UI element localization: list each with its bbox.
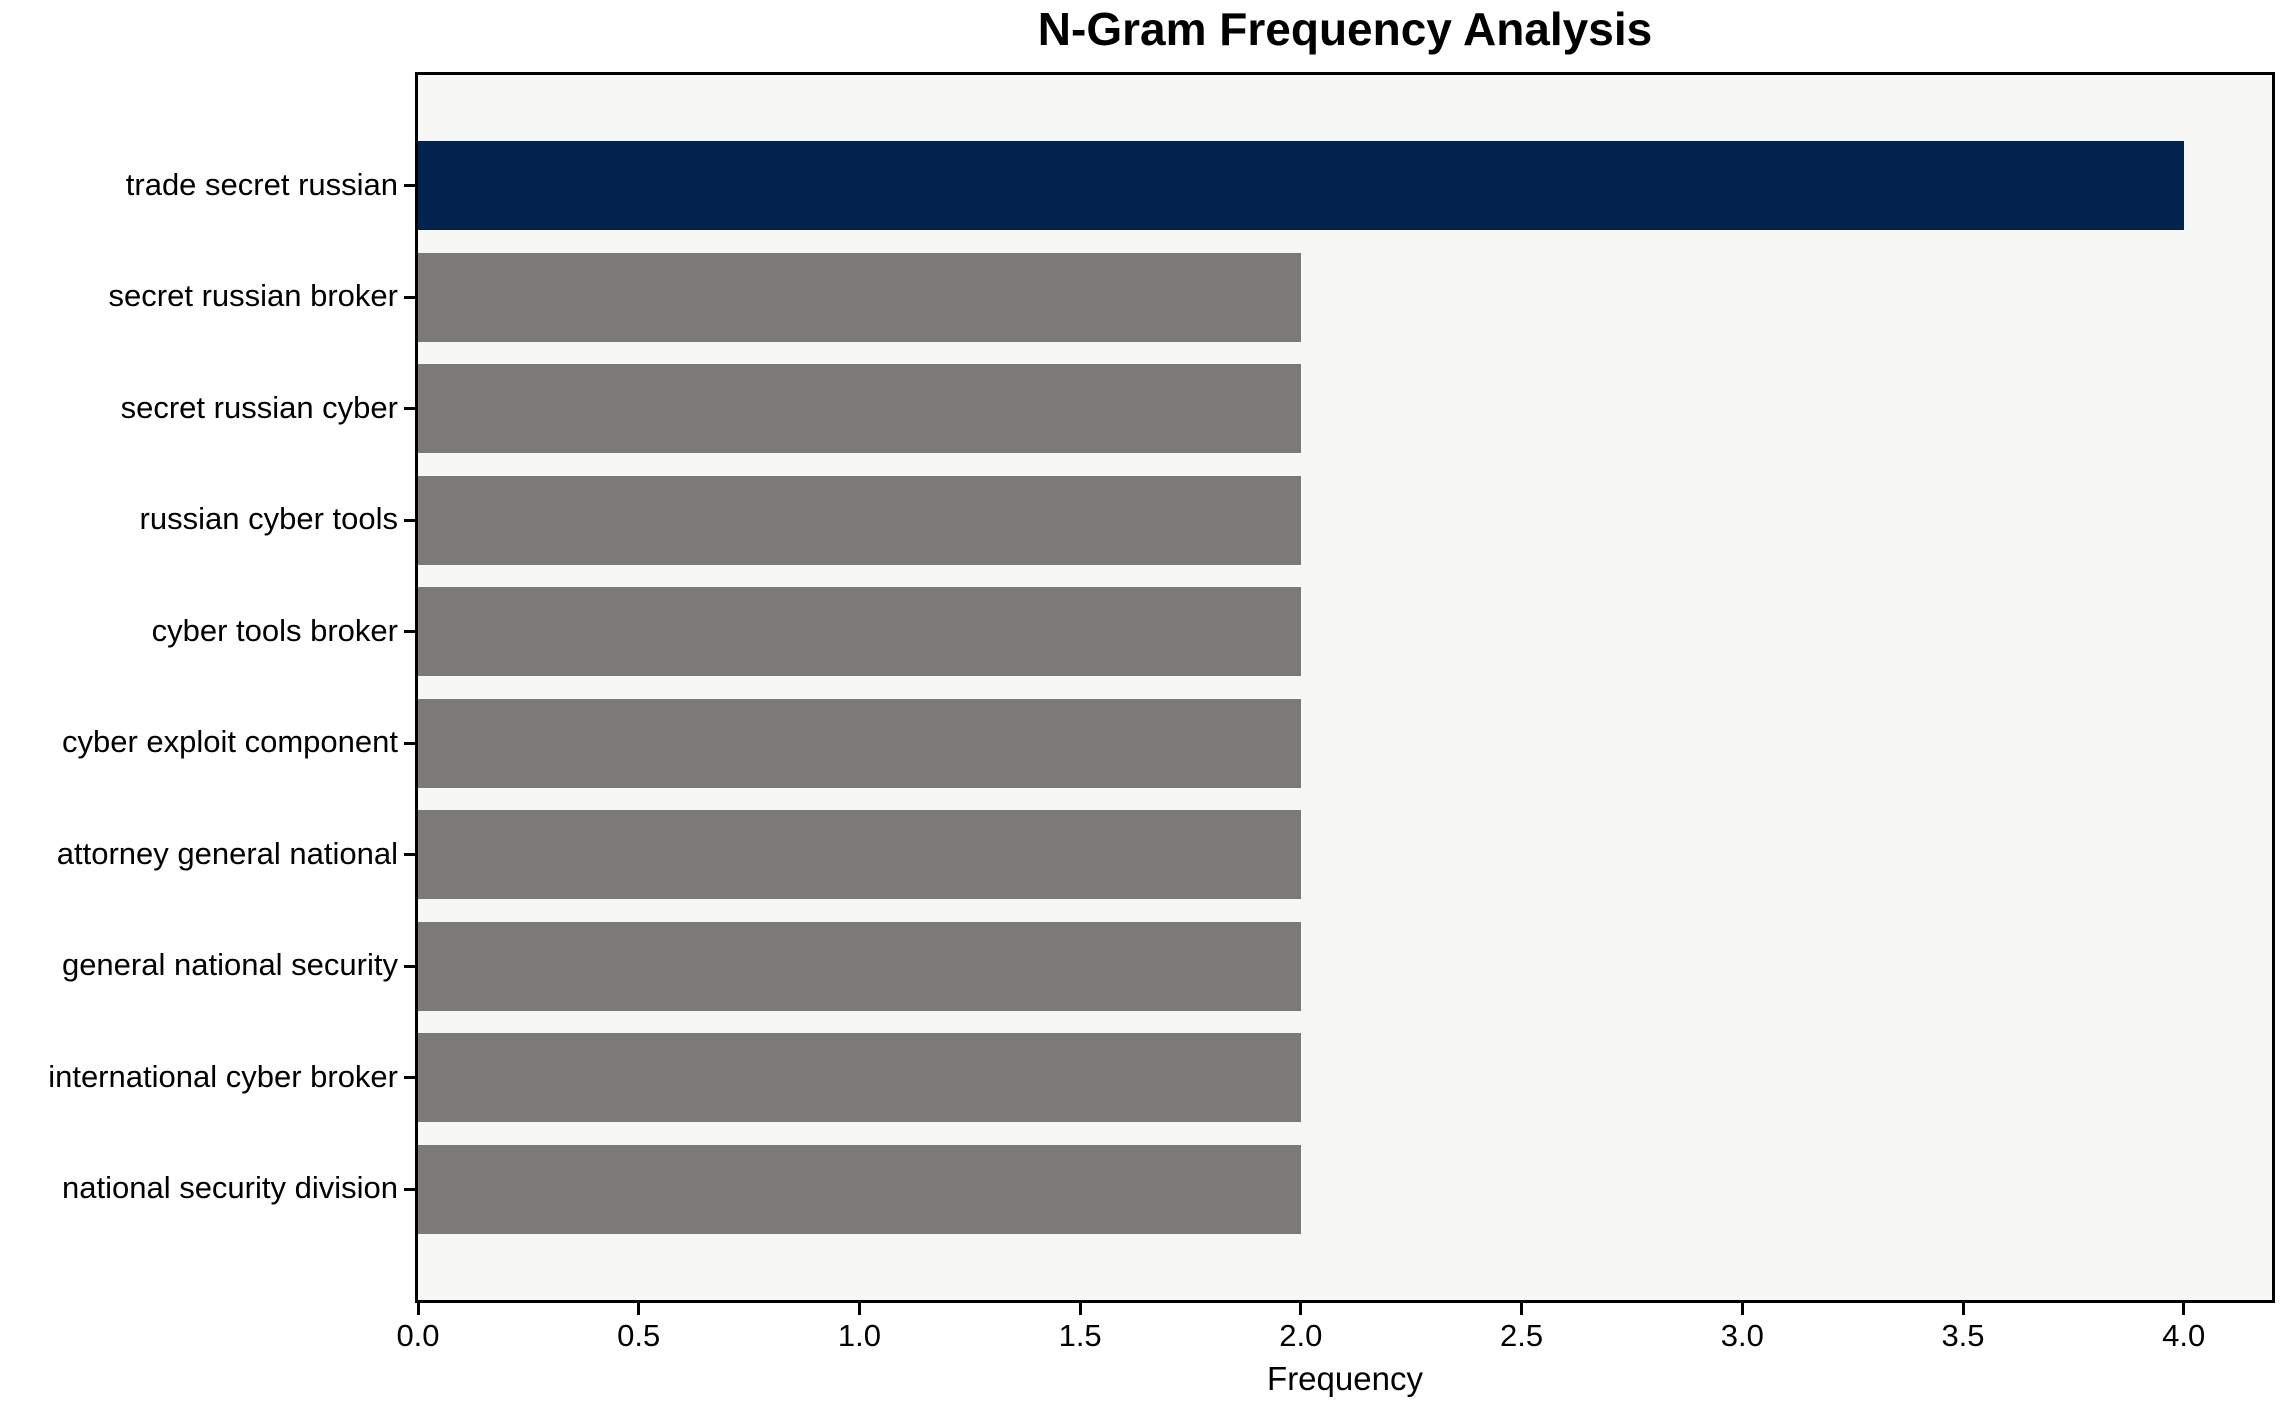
- y-tick-mark: [404, 964, 415, 968]
- x-tick-mark: [1520, 1303, 1524, 1315]
- x-tick-mark: [1078, 1303, 1082, 1315]
- x-tick-mark: [637, 1303, 641, 1315]
- bar: [418, 810, 1301, 900]
- x-tick-label: 0.5: [617, 1318, 661, 1353]
- y-tick-mark: [404, 853, 415, 857]
- bar: [418, 475, 1301, 565]
- y-tick-mark: [404, 1076, 415, 1080]
- y-tick-mark: [404, 407, 415, 411]
- bar: [418, 1144, 1301, 1234]
- x-tick-mark: [416, 1303, 420, 1315]
- x-tick-mark: [857, 1303, 861, 1315]
- y-tick-label: cyber exploit component: [61, 724, 398, 760]
- x-axis-label: Frequency: [1267, 1360, 1423, 1397]
- x-tick-mark: [1740, 1303, 1744, 1315]
- y-tick-label: international cyber broker: [48, 1058, 398, 1094]
- x-tick-label: 0.0: [396, 1318, 440, 1353]
- bar: [418, 587, 1301, 677]
- y-tick-label: secret russian broker: [108, 278, 398, 314]
- y-tick-label: trade secret russian: [125, 166, 398, 202]
- y-tick-label: national security division: [61, 1170, 398, 1206]
- y-tick-mark: [404, 630, 415, 634]
- chart-title: N-Gram Frequency Analysis: [1037, 3, 1653, 55]
- x-tick-label: 4.0: [2162, 1318, 2206, 1353]
- x-tick-mark: [1299, 1303, 1303, 1315]
- bar: [418, 698, 1301, 788]
- y-tick-label: general national security: [61, 947, 398, 983]
- x-tick-label: 1.5: [1058, 1318, 1102, 1353]
- bar: [418, 921, 1301, 1011]
- y-tick-mark: [404, 1187, 415, 1191]
- bar: [418, 1033, 1301, 1123]
- x-tick-label: 1.0: [837, 1318, 881, 1353]
- x-tick-label: 3.0: [1720, 1318, 1764, 1353]
- y-tick-label: secret russian cyber: [120, 389, 398, 425]
- x-tick-mark: [2182, 1303, 2186, 1315]
- x-tick-label: 2.5: [1500, 1318, 1544, 1353]
- bar: [418, 252, 1301, 342]
- y-tick-mark: [404, 518, 415, 522]
- y-tick-label: cyber tools broker: [151, 612, 398, 648]
- plot-area: [415, 72, 2275, 1303]
- y-tick-mark: [404, 295, 415, 299]
- y-tick-mark: [404, 184, 415, 188]
- x-tick-mark: [1961, 1303, 1965, 1315]
- y-tick-mark: [404, 741, 415, 745]
- y-tick-label: russian cyber tools: [139, 501, 398, 537]
- y-tick-label: attorney general national: [56, 835, 398, 871]
- x-tick-label: 3.5: [1941, 1318, 1985, 1353]
- bar: [418, 364, 1301, 454]
- bar: [418, 141, 2184, 231]
- x-tick-label: 2.0: [1279, 1318, 1323, 1353]
